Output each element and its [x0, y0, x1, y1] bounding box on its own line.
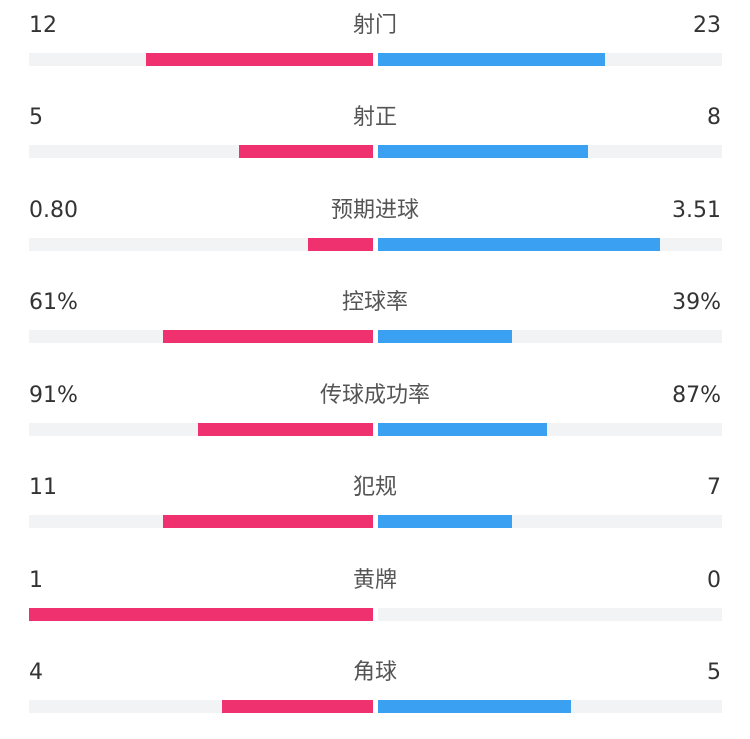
away-bar-track: [378, 53, 722, 66]
away-bar-track: [378, 238, 722, 251]
home-value: 4: [29, 660, 43, 685]
stat-row-corners: 4 角球 5: [0, 647, 750, 739]
away-bar: [378, 423, 547, 436]
home-bar-track: [29, 330, 373, 343]
away-value: 0: [707, 568, 721, 593]
stat-row-expected-goals: 0.80 预期进球 3.51: [0, 185, 750, 277]
stat-row-shots-on-target: 5 射正 8: [0, 92, 750, 184]
away-bar: [378, 53, 606, 66]
away-bar-track: [378, 145, 722, 158]
home-bar: [29, 608, 373, 621]
home-value: 0.80: [29, 198, 78, 223]
stat-label: 预期进球: [330, 198, 419, 223]
home-bar: [307, 238, 373, 251]
home-value: 12: [29, 13, 57, 38]
home-bar-track: [29, 700, 373, 713]
home-bar-track: [29, 515, 373, 528]
home-bar-track: [29, 53, 373, 66]
away-bar: [378, 700, 571, 713]
stat-label: 射门: [352, 13, 397, 38]
home-bar: [163, 330, 373, 343]
stat-row-possession: 61% 控球率 39%: [0, 277, 750, 369]
stat-label: 传球成功率: [319, 383, 430, 408]
away-bar-track: [378, 700, 722, 713]
stat-label: 黄牌: [352, 568, 397, 593]
stat-label: 射正: [352, 105, 397, 130]
away-value: 5: [707, 660, 721, 685]
away-value: 39%: [672, 290, 721, 315]
away-bar: [378, 238, 661, 251]
away-value: 7: [707, 475, 721, 500]
away-bar-track: [378, 515, 722, 528]
stat-row-yellow-cards: 1 黄牌 0: [0, 555, 750, 647]
away-value: 3.51: [672, 198, 721, 223]
home-bar: [197, 423, 373, 436]
home-value: 11: [29, 475, 57, 500]
away-bar: [378, 145, 588, 158]
home-bar-track: [29, 145, 373, 158]
away-value: 23: [693, 13, 721, 38]
home-value: 61%: [29, 290, 78, 315]
home-value: 91%: [29, 383, 78, 408]
stat-row-shots: 12 射门 23: [0, 0, 750, 92]
away-value: 87%: [672, 383, 721, 408]
stat-label: 角球: [352, 660, 397, 685]
home-value: 5: [29, 105, 43, 130]
away-bar: [378, 515, 513, 528]
stat-row-fouls: 11 犯规 7: [0, 462, 750, 554]
stat-row-pass-accuracy: 91% 传球成功率 87%: [0, 370, 750, 462]
stat-label: 控球率: [341, 290, 408, 315]
away-bar-track: [378, 423, 722, 436]
home-bar-track: [29, 608, 373, 621]
home-bar: [238, 145, 373, 158]
home-bar: [145, 53, 373, 66]
away-bar-track: [378, 330, 722, 343]
away-bar-track: [378, 608, 722, 621]
home-bar-track: [29, 238, 373, 251]
home-bar: [221, 700, 373, 713]
home-bar-track: [29, 423, 373, 436]
home-bar: [163, 515, 373, 528]
away-value: 8: [707, 105, 721, 130]
away-bar: [378, 330, 513, 343]
home-value: 1: [29, 568, 43, 593]
stat-label: 犯规: [352, 475, 397, 500]
